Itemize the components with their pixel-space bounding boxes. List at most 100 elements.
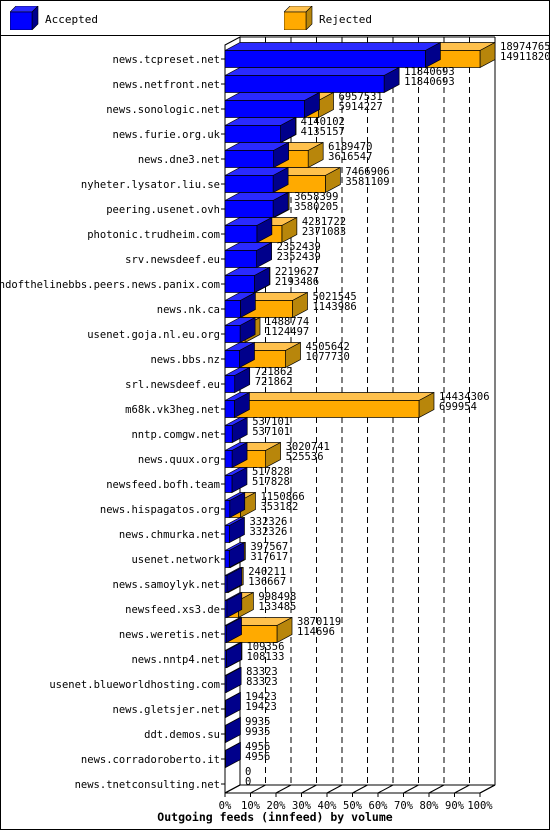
bar-accepted bbox=[224, 691, 241, 719]
x-tick-label: 20% bbox=[267, 800, 287, 812]
grid-floor-line bbox=[224, 784, 241, 794]
data-label-accepted: 14911820 bbox=[500, 51, 550, 63]
bar-accepted bbox=[224, 366, 251, 394]
y-category-label: usenet.blueworldhosting.com bbox=[49, 679, 220, 691]
data-label-accepted: 19423 bbox=[245, 701, 277, 713]
data-label-offered: 11840693 bbox=[404, 66, 455, 78]
bar-accepted-front bbox=[224, 575, 228, 593]
y-category-label: news.dne3.net bbox=[138, 154, 220, 166]
data-label-offered: 1488774 bbox=[265, 316, 309, 328]
data-label-accepted: 525536 bbox=[286, 451, 324, 463]
bar-accepted bbox=[224, 341, 255, 369]
data-label-offered: 109356 bbox=[246, 641, 284, 653]
data-label-accepted: 3580205 bbox=[294, 201, 338, 213]
bar-accepted-top bbox=[224, 67, 400, 76]
x-tick-label: 30% bbox=[292, 800, 312, 812]
legend-label-rejected: Rejected bbox=[319, 13, 372, 26]
y-category-label: srv.newsdeef.eu bbox=[125, 254, 220, 266]
data-label-accepted: 1124497 bbox=[265, 326, 309, 338]
data-label-offered: 537101 bbox=[252, 416, 290, 428]
y-category-label: news.samoylyk.net bbox=[113, 579, 220, 591]
bar-accepted-front bbox=[224, 750, 226, 768]
data-label-offered: 397567 bbox=[250, 541, 288, 553]
data-label-accepted: 3616547 bbox=[328, 151, 372, 163]
data-label-accepted: 1077730 bbox=[306, 351, 350, 363]
grid-floor-line bbox=[326, 784, 343, 794]
bar-accepted-front bbox=[224, 250, 257, 268]
y-category-label: news.tnetconsulting.net bbox=[75, 779, 220, 791]
x-tick-label: 100% bbox=[467, 800, 493, 812]
data-label-offered: 4956 bbox=[245, 741, 270, 753]
bar-accepted-front bbox=[224, 625, 227, 643]
data-label-offered: 1150866 bbox=[260, 491, 304, 503]
bar-accepted-front bbox=[224, 600, 228, 618]
data-label-offered: 332326 bbox=[249, 516, 287, 528]
bar-accepted bbox=[224, 316, 256, 344]
bar-accepted-front bbox=[224, 450, 233, 468]
bar-accepted-front bbox=[224, 300, 241, 318]
x-tick-label: 90% bbox=[445, 800, 465, 812]
bar-accepted bbox=[224, 66, 400, 94]
data-label-offered: 19423 bbox=[245, 691, 277, 703]
bar-accepted-front bbox=[224, 325, 241, 343]
y-category-label: news.weretis.net bbox=[119, 629, 220, 641]
y-category-label: photonic.trudheim.com bbox=[87, 229, 220, 241]
data-label-offered: 0 bbox=[245, 766, 251, 778]
bar-accepted bbox=[224, 591, 243, 619]
y-category-label: news.quux.org bbox=[138, 454, 220, 466]
legend-swatch-accepted bbox=[9, 5, 40, 31]
data-label-offered: 3020741 bbox=[286, 441, 330, 453]
bar-accepted-front bbox=[224, 500, 231, 518]
data-label-accepted: 5914227 bbox=[339, 101, 383, 113]
bar-accepted-front bbox=[224, 400, 235, 418]
bar-accepted bbox=[224, 116, 296, 144]
grid-floor-line bbox=[479, 784, 496, 794]
data-label-offered: 4140102 bbox=[301, 116, 345, 128]
bar-accepted-front bbox=[224, 275, 255, 293]
y-category-label: news.furie.org.uk bbox=[113, 129, 221, 141]
x-tick-label: 80% bbox=[420, 800, 440, 812]
bar-accepted bbox=[224, 641, 242, 669]
data-label-accepted: 353182 bbox=[260, 501, 298, 513]
data-label-offered: 721862 bbox=[255, 366, 293, 378]
data-label-offered: 83323 bbox=[246, 666, 278, 678]
y-category-label: usenet.goja.nl.eu.org bbox=[87, 329, 220, 341]
y-category-label: ddt.demos.su bbox=[144, 729, 220, 741]
data-label-accepted: 2352439 bbox=[277, 251, 321, 263]
bar-accepted-front bbox=[224, 675, 227, 693]
y-category-label: news.nk.ca bbox=[157, 304, 220, 316]
bar-accepted-front bbox=[224, 200, 274, 218]
grid-floor-line bbox=[275, 784, 292, 794]
grid-floor-line bbox=[352, 784, 368, 794]
data-label-offered: 9935 bbox=[245, 716, 270, 728]
data-label-offered: 6189470 bbox=[328, 141, 372, 153]
data-label-accepted: 9935 bbox=[245, 726, 270, 738]
y-category-label: newsfeed.xs3.de bbox=[125, 604, 220, 616]
bar-rejected bbox=[234, 391, 435, 419]
bar-accepted-front bbox=[224, 75, 385, 93]
data-label-offered: 2219627 bbox=[275, 266, 319, 278]
x-tick-label: 40% bbox=[318, 800, 338, 812]
bar-accepted-front bbox=[224, 475, 233, 493]
data-label-offered: 4231722 bbox=[302, 216, 346, 228]
y-category-label: news.chmurka.net bbox=[119, 529, 220, 541]
data-label-accepted: 721862 bbox=[255, 376, 293, 388]
bar-accepted bbox=[224, 466, 248, 494]
bar-accepted-front bbox=[224, 150, 274, 168]
grid-floor-line bbox=[250, 784, 266, 794]
data-label-offered: 6957531 bbox=[339, 91, 383, 103]
y-category-label: endofthelinebbs.peers.news.panix.com bbox=[0, 279, 220, 291]
data-label-offered: 3870119 bbox=[297, 616, 341, 628]
data-label-accepted: 2371083 bbox=[302, 226, 346, 238]
y-category-label: srl.newsdeef.eu bbox=[125, 379, 220, 391]
data-label-offered: 5021545 bbox=[312, 291, 356, 303]
bar-accepted-front bbox=[224, 225, 258, 243]
bar-accepted-front bbox=[224, 125, 281, 143]
y-category-label: usenet.network bbox=[131, 554, 220, 566]
x-tick-label: 70% bbox=[394, 800, 414, 812]
x-tick-label: 10% bbox=[241, 800, 261, 812]
chart-caption: Outgoing feeds (innfeed) by volume bbox=[157, 810, 393, 824]
legend-swatch-rejected bbox=[283, 5, 314, 31]
bar-accepted bbox=[224, 91, 320, 119]
